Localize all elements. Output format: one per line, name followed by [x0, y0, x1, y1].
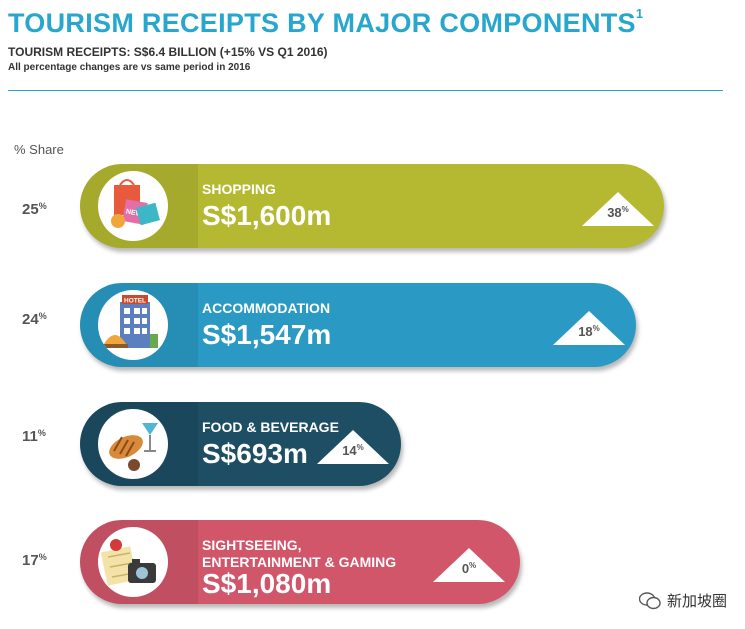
chart-subtitle: TOURISM RECEIPTS: S$6.4 BILLION (+15% VS… [8, 45, 328, 59]
amount-label: S$1,600m [202, 200, 332, 231]
hotel-sign-text: HOTEL [124, 298, 146, 305]
category-label-line2: ENTERTAINMENT & GAMING [202, 554, 397, 570]
watermark: 新加坡圈 [638, 590, 727, 611]
amount-label: S$693m [202, 438, 308, 469]
category-label: FOOD & BEVERAGE [202, 419, 339, 435]
sightseeing-camera-map-icon [98, 527, 168, 597]
share-label-food-beverage: 11% [22, 428, 46, 445]
up-triangle-icon [553, 311, 625, 345]
share-label-accommodation: 24% [22, 311, 47, 328]
up-triangle-icon [433, 548, 505, 582]
change-pct: 18% [578, 324, 600, 339]
amount-label: S$1,547m [202, 319, 332, 350]
chat-bubbles-icon [638, 591, 661, 609]
change-indicator: 0% [433, 548, 505, 582]
bar-sightseeing: SIGHTSEEING, ENTERTAINMENT & GAMING S$1,… [80, 520, 520, 604]
header-divider [8, 90, 723, 91]
food-beverage-icon [98, 409, 168, 479]
hotel-icon: HOTEL [98, 290, 168, 360]
bar-food-beverage: FOOD & BEVERAGE S$693m 14% [80, 402, 401, 486]
up-triangle-icon [317, 430, 389, 464]
share-label-shopping: 25% [22, 201, 47, 218]
category-label: SHOPPING [202, 181, 276, 197]
share-label-sightseeing: 17% [22, 552, 47, 569]
amount-label: S$1,080m [202, 568, 332, 599]
watermark-text: 新加坡圈 [666, 593, 727, 610]
category-label: ACCOMMODATION [202, 300, 331, 316]
shopping-bags-icon: NEW [98, 171, 168, 241]
change-indicator: 18% [553, 311, 625, 345]
news-text: NEW [125, 208, 143, 218]
change-indicator: 38% [582, 192, 654, 226]
chart-note: All percentage changes are vs same perio… [8, 62, 251, 73]
title-footnote: 1 [635, 6, 644, 21]
change-indicator: 14% [317, 430, 389, 464]
bar-shopping: NEW SHOPPING S$1,600m 38% [80, 164, 664, 248]
change-pct: 0% [461, 561, 477, 576]
change-pct: 38% [607, 205, 629, 220]
change-pct: 14% [342, 443, 364, 458]
chart-title: TOURISM RECEIPTS BY MAJOR COMPONENTS1 [8, 6, 644, 38]
bar-accommodation: HOTEL ACCOMMODATION S$1,547m 18% [80, 283, 636, 367]
category-label: SIGHTSEEING, [202, 537, 302, 553]
share-axis-label: % Share [14, 142, 64, 157]
up-triangle-icon [582, 192, 654, 226]
